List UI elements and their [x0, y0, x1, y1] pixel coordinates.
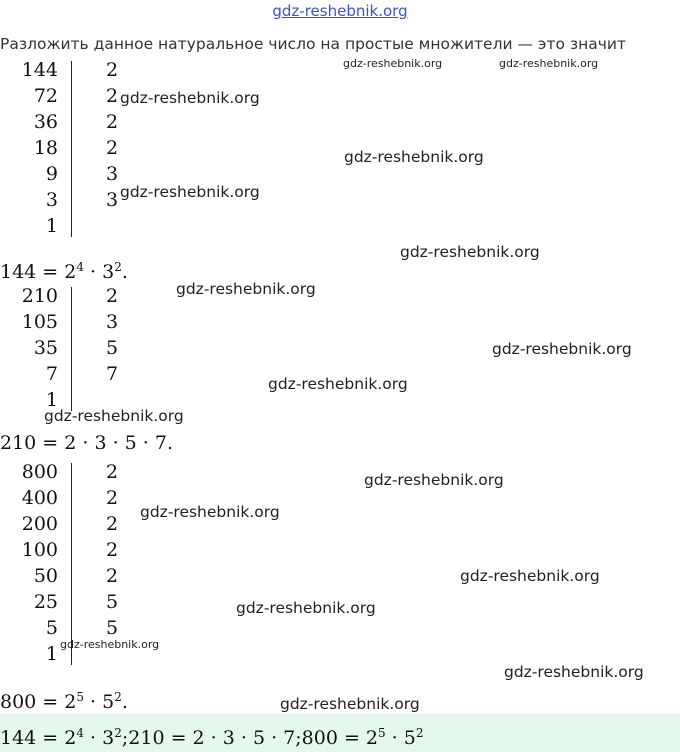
watermark: gdz-reshebnik.org: [364, 471, 504, 489]
watermark: gdz-reshebnik.org: [268, 375, 408, 393]
dividend: 25: [33, 591, 58, 613]
divider-line: [71, 287, 72, 411]
divisor: 2: [106, 487, 119, 509]
dividend: 1: [45, 389, 58, 411]
divisor: 3: [106, 163, 119, 185]
divisor: 7: [106, 363, 119, 385]
site-link[interactable]: gdz-reshebnik.org: [272, 2, 408, 20]
dividend: 800: [21, 461, 58, 483]
divisor: 3: [106, 311, 119, 333]
formula-800: 800 = 25 · 52.: [0, 690, 128, 713]
watermark: gdz-reshebnik.org: [236, 599, 376, 617]
formula-210: 210 = 2 · 3 · 5 · 7.: [0, 432, 174, 454]
watermark: gdz-reshebnik.org: [140, 503, 280, 521]
watermark: gdz-reshebnik.org: [176, 280, 316, 298]
dividend: 1: [45, 643, 58, 665]
divisor: 2: [106, 85, 119, 107]
divisor: 2: [106, 111, 119, 133]
divisor: 3: [106, 189, 119, 211]
divisor: 2: [106, 461, 119, 483]
factor-table-800: 800 2 400 2 200 2 100 2 50 2 25 5 5 5 1: [0, 459, 200, 667]
dividend: 5: [45, 617, 58, 639]
divisor: 5: [106, 591, 119, 613]
answer-text: 144 = 24 · 32;210 = 2 · 3 · 5 · 7;800 = …: [0, 726, 424, 749]
watermark: gdz-reshebnik.org: [344, 148, 484, 166]
watermark: gdz-reshebnik.org: [44, 407, 184, 425]
intro-text: Разложить данное натуральное число на пр…: [0, 35, 626, 53]
dividend: 100: [21, 539, 58, 561]
watermark: gdz-reshebnik.org: [499, 57, 599, 70]
divisor: 5: [106, 337, 119, 359]
dividend: 50: [33, 565, 58, 587]
dividend: 400: [21, 487, 58, 509]
dividend: 105: [21, 311, 58, 333]
formula-144: 144 = 24 · 32.: [0, 260, 128, 283]
dividend: 35: [33, 337, 58, 359]
dividend: 7: [45, 363, 58, 385]
divisor: 2: [106, 539, 119, 561]
watermark: gdz-reshebnik.org: [400, 243, 540, 261]
watermark: gdz-reshebnik.org: [504, 663, 644, 681]
divisor: 2: [106, 565, 119, 587]
answer-box: 144 = 24 · 32;210 = 2 · 3 · 5 · 7;800 = …: [0, 714, 680, 752]
divisor: 2: [106, 137, 119, 159]
dividend: 18: [33, 137, 58, 159]
watermark: gdz-reshebnik.org: [343, 57, 443, 70]
divisor: 2: [106, 513, 119, 535]
divider-line: [71, 61, 72, 237]
watermark: gdz-reshebnik.org: [120, 89, 260, 107]
dividend: 3: [45, 189, 58, 211]
watermark: gdz-reshebnik.org: [120, 183, 260, 201]
watermark: gdz-reshebnik.org: [60, 638, 160, 651]
watermark: gdz-reshebnik.org: [492, 340, 632, 358]
dividend: 1: [45, 215, 58, 237]
factor-table-144: 144 2 72 2 36 2 18 2 9 3 3 3 1: [0, 57, 200, 239]
dividend: 9: [45, 163, 58, 185]
divider-line: [71, 463, 72, 665]
factor-table-210: 210 2 105 3 35 5 7 7 1: [0, 283, 200, 413]
dividend: 72: [33, 85, 58, 107]
dividend: 200: [21, 513, 58, 535]
watermark: gdz-reshebnik.org: [460, 567, 600, 585]
divisor: 5: [106, 617, 119, 639]
dividend: 144: [21, 59, 58, 81]
divisor: 2: [106, 59, 119, 81]
dividend: 36: [33, 111, 58, 133]
watermark: gdz-reshebnik.org: [280, 695, 420, 713]
dividend: 210: [21, 285, 58, 307]
divisor: 2: [106, 285, 119, 307]
